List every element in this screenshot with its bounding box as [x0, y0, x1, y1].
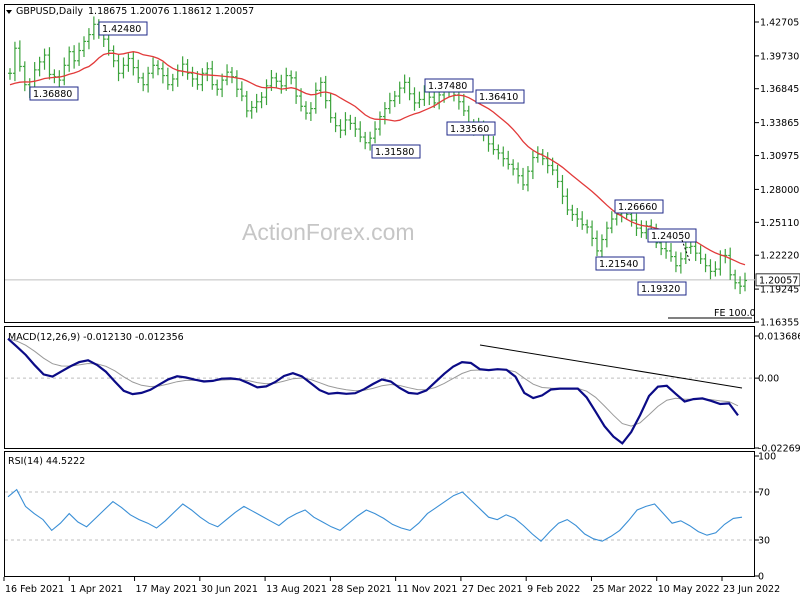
- dropdown-arrow-icon[interactable]: [6, 10, 12, 14]
- macd-title: MACD(12,26,9) -0.012130 -0.012356: [8, 332, 184, 343]
- price-tick-label: 1.33865: [760, 118, 799, 129]
- price-annotation-box: [29, 86, 79, 101]
- price-annotations: 1.42480 1.36880 1.37480 1.36410 1.33560 1.315…: [29, 21, 756, 319]
- time-tick-label: 23 Jun 2022: [723, 584, 780, 595]
- rsi-panel-frame: [4, 451, 755, 577]
- macd-lines: [7, 337, 743, 445]
- price-annotation-label: 1.21540: [599, 259, 638, 270]
- rsi-tick-label: 0: [758, 572, 764, 583]
- sma-line: [9, 51, 746, 266]
- price-tick-label: 1.36845: [760, 84, 799, 95]
- price-annotation-box: [424, 78, 474, 93]
- current-price-box: [755, 273, 800, 287]
- rsi-tick-label: 30: [758, 536, 770, 547]
- price-tick-label: 1.42705: [760, 18, 799, 29]
- price-annotation-label: 1.19320: [641, 284, 680, 295]
- time-tick-label: 17 May 2021: [136, 584, 198, 595]
- price-annotation-box: [446, 121, 496, 136]
- macd-signal-line: [7, 338, 739, 427]
- price-tick-label: 1.28000: [760, 185, 799, 196]
- macd-panel-frame: [4, 326, 755, 449]
- price-annotation-box: [647, 228, 697, 243]
- price-tick-label: 1.22220: [760, 251, 799, 262]
- macd-trendline: [479, 344, 743, 389]
- price-annotation-box: [595, 256, 645, 271]
- time-tick-label: 11 Nov 2021: [397, 584, 458, 595]
- price-annotation-box: [98, 21, 148, 36]
- fe-projection-label: FE 100.0: [714, 308, 756, 319]
- price-tick-label: 1.39730: [760, 51, 799, 62]
- macd-main-line: [7, 337, 739, 445]
- price-annotation-label: 1.36880: [33, 89, 72, 100]
- ohlc-readout: 1.18675 1.20076 1.18612 1.20057: [88, 6, 254, 17]
- rsi-tick-label: 70: [758, 488, 770, 499]
- watermark-text: ActionForex.com: [242, 219, 415, 245]
- macd-axis: 0.013686 0.00 -0.022698: [5, 332, 800, 455]
- rsi-line: [7, 488, 743, 542]
- macd-tick-label: -0.022698: [758, 444, 800, 455]
- rsi-lines: [7, 488, 743, 542]
- price-bars: [8, 16, 747, 295]
- time-axis: 16 Feb 2021 1 Apr 2021 17 May 2021 30 Jun 2…: [3, 577, 780, 595]
- time-tick-label: 30 Jun 2021: [201, 584, 258, 595]
- time-tick-label: 13 Aug 2021: [266, 584, 327, 595]
- rsi-tick-label: 100: [758, 452, 776, 463]
- current-price-label: 1.20057: [759, 275, 798, 286]
- price-panel-frame: [4, 4, 755, 323]
- sma-55-line: [9, 51, 746, 266]
- macd-tick-label: 0.013686: [758, 332, 800, 343]
- price-annotation-label: 1.33560: [450, 124, 489, 135]
- symbol-label: GBPUSD,Daily: [16, 6, 83, 17]
- price-annotation-label: 1.42480: [102, 24, 141, 35]
- rsi-axis: 100 70 30 0: [5, 452, 776, 583]
- price-axis: 1.42705 1.39730 1.36845 1.33865 1.30975 1.280…: [755, 18, 799, 329]
- time-tick-label: 25 Mar 2022: [592, 584, 652, 595]
- price-tick-label: 1.19245: [760, 285, 799, 296]
- time-tick-label: 9 Feb 2022: [527, 584, 580, 595]
- price-annotation-label: 1.31580: [375, 147, 414, 158]
- price-annotation-label: 1.24050: [651, 231, 690, 242]
- price-annotation-label: 1.36410: [479, 92, 518, 103]
- price-tick-label: 1.16355: [760, 318, 799, 329]
- rsi-title: RSI(14) 44.5222: [8, 456, 85, 467]
- current-price-tag: 1.20057: [755, 273, 800, 287]
- price-tick-label: 1.25110: [760, 218, 799, 229]
- macd-tick-label: 0.00: [758, 374, 779, 385]
- price-annotation-box: [371, 144, 421, 159]
- time-tick-label: 1 Apr 2021: [70, 584, 123, 595]
- time-tick-label: 28 Sep 2021: [331, 584, 391, 595]
- price-annotation-label: 1.26660: [618, 202, 657, 213]
- time-tick-label: 27 Dec 2021: [462, 584, 523, 595]
- price-annotation-box: [614, 199, 664, 214]
- time-tick-label: 10 May 2022: [658, 584, 720, 595]
- price-annotation-box: [475, 89, 525, 104]
- price-annotation-box: [637, 281, 687, 296]
- price-annotation-label: 1.37480: [428, 81, 467, 92]
- price-tick-label: 1.30975: [760, 151, 799, 162]
- time-tick-label: 16 Feb 2021: [5, 584, 64, 595]
